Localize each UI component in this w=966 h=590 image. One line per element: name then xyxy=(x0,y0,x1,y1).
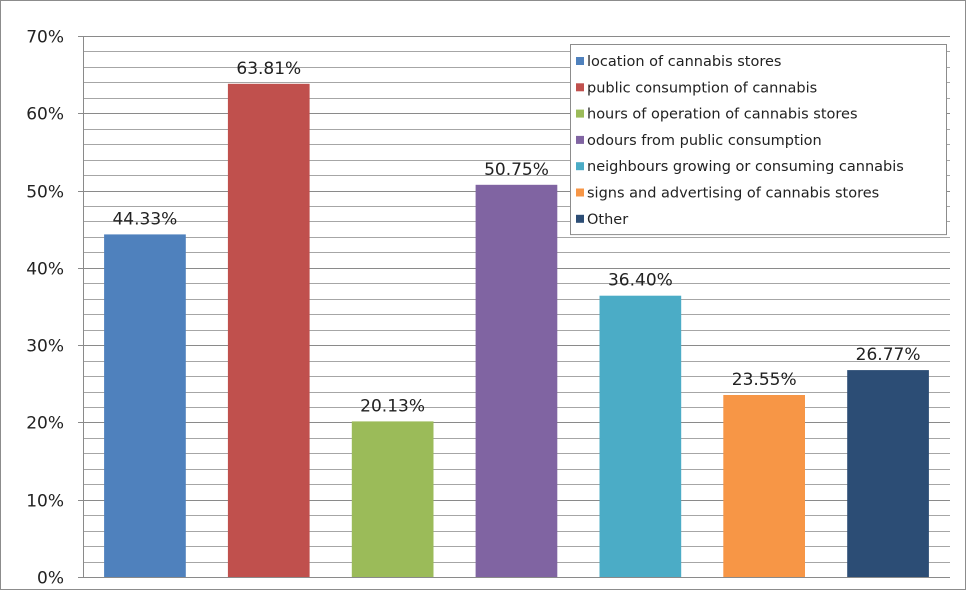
legend-swatch xyxy=(576,162,584,171)
y-tick-label: 70% xyxy=(26,28,64,48)
y-tick-label: 10% xyxy=(26,492,64,512)
legend-entry: odours from public consumption xyxy=(587,133,822,149)
bar xyxy=(599,295,682,577)
data-label: 36.40% xyxy=(608,271,673,291)
bar xyxy=(723,395,805,577)
legend-swatch xyxy=(576,109,584,118)
data-label: 50.75% xyxy=(484,160,549,180)
bar xyxy=(104,234,186,577)
y-tick-label: 30% xyxy=(26,337,64,357)
legend-swatch xyxy=(576,214,584,223)
legend-swatch xyxy=(576,188,584,197)
data-label: 44.33% xyxy=(112,209,177,229)
y-axis: 0% 10% 20% 30% 40% 50% 60% 70% xyxy=(26,28,84,589)
legend-swatch xyxy=(576,135,584,144)
data-label: 63.81% xyxy=(236,59,301,79)
data-labels: 44.33% 63.81% 20.13% 50.75% 36.40% 23.55% 26.7… xyxy=(112,59,920,417)
bar xyxy=(475,184,558,578)
legend: location of cannabis stores public consum… xyxy=(570,44,947,236)
legend-entry: signs and advertising of cannabis stores xyxy=(587,186,879,202)
bar xyxy=(227,83,310,578)
y-tick-label: 20% xyxy=(26,414,64,434)
data-label: 26.77% xyxy=(856,345,921,365)
bar xyxy=(351,421,434,577)
legend-entry: hours of operation of cannabis stores xyxy=(587,107,858,123)
legend-entry: Other xyxy=(587,212,628,228)
y-tick-label: 40% xyxy=(26,260,64,280)
legend-box xyxy=(570,44,947,236)
y-tick-label: 0% xyxy=(37,569,64,589)
legend-entry: neighbours growing or consuming cannabis xyxy=(587,159,904,175)
legend-entry: location of cannabis stores xyxy=(587,54,781,70)
data-label: 20.13% xyxy=(360,396,425,416)
bars xyxy=(104,83,929,578)
y-tick-label: 60% xyxy=(26,105,64,125)
data-label: 23.55% xyxy=(732,370,797,390)
legend-swatch xyxy=(576,83,584,92)
bar xyxy=(847,370,929,577)
legend-entry: public consumption of cannabis xyxy=(587,80,817,96)
legend-swatch xyxy=(576,57,584,65)
y-tick-label: 50% xyxy=(26,183,64,203)
